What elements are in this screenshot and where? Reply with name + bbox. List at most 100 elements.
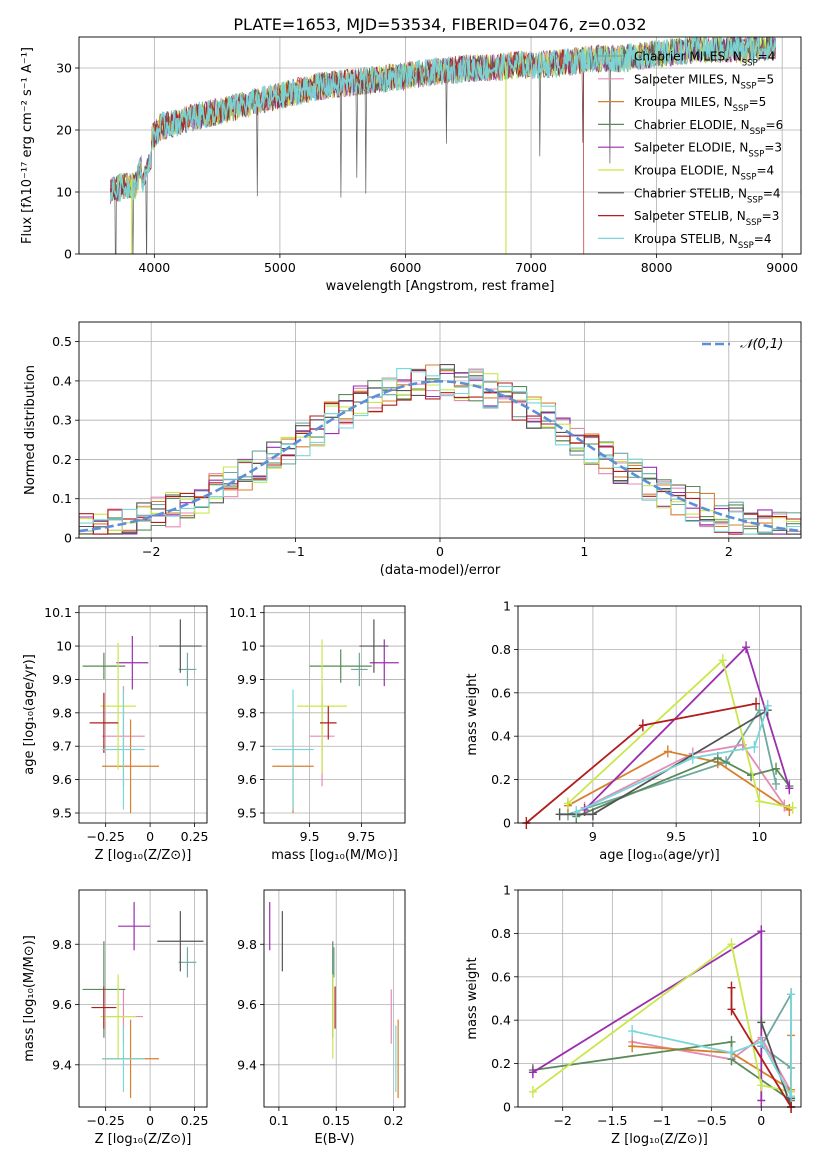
panels: 4000 5000 6000 7000 8000 90000102030wavelengt… <box>20 36 802 1147</box>
weight-point <box>727 1046 736 1059</box>
weight-vs-age-marks <box>522 641 797 829</box>
y-tick-label: 0.6 <box>491 685 511 700</box>
mass-vs-ebv-panel: 0.1 0.15 0.2 9.4 9.6 9.8 E(B-V) <box>237 889 406 1147</box>
y-tick-label: 9.6 <box>237 997 257 1012</box>
y-tick-label: 9.8 <box>52 937 72 952</box>
y-tick-label: 0.6 <box>491 969 511 984</box>
y-tick-label: 0 <box>503 1100 511 1115</box>
x-tick-label: 2 <box>725 544 733 559</box>
weight-point <box>563 797 572 810</box>
x-tick-label: −1 <box>653 1113 671 1128</box>
legend-label: Kroupa STELIB, NSSP=4 <box>634 232 772 251</box>
x-tick-label: 0.15 <box>322 1113 350 1128</box>
x-axis-label: age [log₁₀(age/yr)] <box>599 848 720 863</box>
weight-point <box>757 1079 766 1092</box>
spectrum-line-kroupa-stelib <box>109 37 777 202</box>
x-tick-label: −0.5 <box>696 1113 726 1128</box>
x-tick-label: −0.25 <box>87 1113 125 1128</box>
x-tick-label: 10 <box>751 829 767 844</box>
y-tick-label: 0.4 <box>491 1013 511 1028</box>
weight-point <box>528 1066 537 1079</box>
y-tick-label: 10 <box>56 185 72 200</box>
weight-point <box>757 1035 766 1048</box>
weight-point <box>628 1025 637 1038</box>
weight-line <box>567 658 793 809</box>
weight-point <box>727 1003 736 1016</box>
x-tick-label: 0 <box>436 544 444 559</box>
weight-point <box>788 801 797 814</box>
legend-label: Salpeter MILES, NSSP=5 <box>634 72 774 91</box>
weight-line <box>532 929 763 1101</box>
x-tick-label: 0 <box>146 829 154 844</box>
y-tick-label: 9.9 <box>237 672 257 687</box>
x-axis-label: Z [log₁₀(Z/Z⊙)] <box>95 848 192 863</box>
y-tick-label: 9.8 <box>237 705 257 720</box>
y-tick-label: 9.5 <box>52 805 72 820</box>
x-tick-label: 1 <box>580 544 588 559</box>
y-tick-label: 9.5 <box>237 805 257 820</box>
y-tick-label: 10 <box>56 639 72 654</box>
x-axis-label: (data-model)/error <box>380 563 501 578</box>
x-tick-label: 7000 <box>515 260 547 275</box>
x-axis-label: Z [log₁₀(Z/Z⊙)] <box>611 1132 708 1147</box>
y-tick-label: 10.1 <box>229 605 257 620</box>
weight-vs-age-panel: 9 9.5 10 0 0.2 0.4 0.6 0.8 1 age [log₁₀(age/yr)] m… <box>465 599 802 863</box>
weight-point <box>688 751 697 764</box>
weight-point <box>727 1035 736 1048</box>
y-tick-label: 0.1 <box>52 491 72 506</box>
spectrum-marks <box>109 37 777 254</box>
x-tick-label: 6000 <box>390 260 422 275</box>
histogram-salpeter-elodie <box>79 369 801 535</box>
x-tick-label: 4000 <box>138 260 170 275</box>
weight-point <box>555 808 564 821</box>
y-axis-label: mass [log₁₀(M/M⊙)] <box>22 935 37 1062</box>
legend-label: Kroupa MILES, NSSP=5 <box>634 95 766 114</box>
weight-point <box>727 938 736 951</box>
y-tick-label: 0.3 <box>52 413 72 428</box>
axes-frame <box>78 605 208 824</box>
weight-line <box>583 645 791 811</box>
y-tick-label: 9.7 <box>237 739 257 754</box>
y-tick-label: 20 <box>56 123 72 138</box>
weight-point <box>772 762 781 775</box>
y-tick-label: 0.5 <box>52 334 72 349</box>
y-tick-label: 0 <box>503 816 511 831</box>
weight-point <box>528 1085 537 1098</box>
y-tick-label: 0.8 <box>491 926 511 941</box>
x-tick-label: 9000 <box>766 260 798 275</box>
y-tick-label: 0 <box>64 531 72 546</box>
y-tick-label: 9.4 <box>237 1057 257 1072</box>
weight-point <box>755 795 764 808</box>
y-axis-label: Normed distribution <box>23 365 38 495</box>
weight-point <box>757 1016 766 1029</box>
x-axis-label: E(B-V) <box>314 1132 354 1147</box>
x-axis-label: wavelength [Angstrom, rest frame] <box>326 279 555 294</box>
x-tick-label: 0.25 <box>181 1113 209 1128</box>
y-tick-label: 0.2 <box>52 452 72 467</box>
y-tick-label: 0.4 <box>52 373 72 388</box>
y-tick-label: 0.4 <box>491 729 511 744</box>
weight-point <box>638 719 647 732</box>
y-axis-label: mass weight <box>465 957 480 1039</box>
x-tick-label: 5000 <box>264 260 296 275</box>
weight-point <box>572 806 581 819</box>
y-axis-label: mass weight <box>465 673 480 755</box>
x-tick-label: 0.1 <box>269 1113 289 1128</box>
x-axis-label: Z [log₁₀(Z/Z⊙)] <box>95 1132 192 1147</box>
weight-point <box>787 1090 796 1103</box>
axes-frame <box>517 889 802 1108</box>
age-vs-mass-marks <box>272 619 399 813</box>
x-axis-label: mass [log₁₀(M/M⊙)] <box>271 848 398 863</box>
gaussian-reference-line <box>79 379 801 533</box>
y-tick-label: 9.8 <box>52 705 72 720</box>
x-tick-label: 0 <box>757 1113 765 1128</box>
axes-frame <box>78 36 802 255</box>
weight-point <box>763 699 772 712</box>
axes-frame <box>517 605 802 824</box>
y-tick-label: 1 <box>503 599 511 614</box>
weight-point <box>718 654 727 667</box>
weight-vs-z-panel: −2 −1.5 −1 −0.5 0 0 0.2 0.4 0.6 0.8 1 Z [log₁₀(Z/Z⊙… <box>465 883 802 1147</box>
histogram-kroupa-stelib <box>79 368 801 535</box>
residuals-panel: −2 −1 0 1 2 0 0.1 0.2 0.3 0.4 0.5 (data-model)/erro… <box>23 321 802 578</box>
